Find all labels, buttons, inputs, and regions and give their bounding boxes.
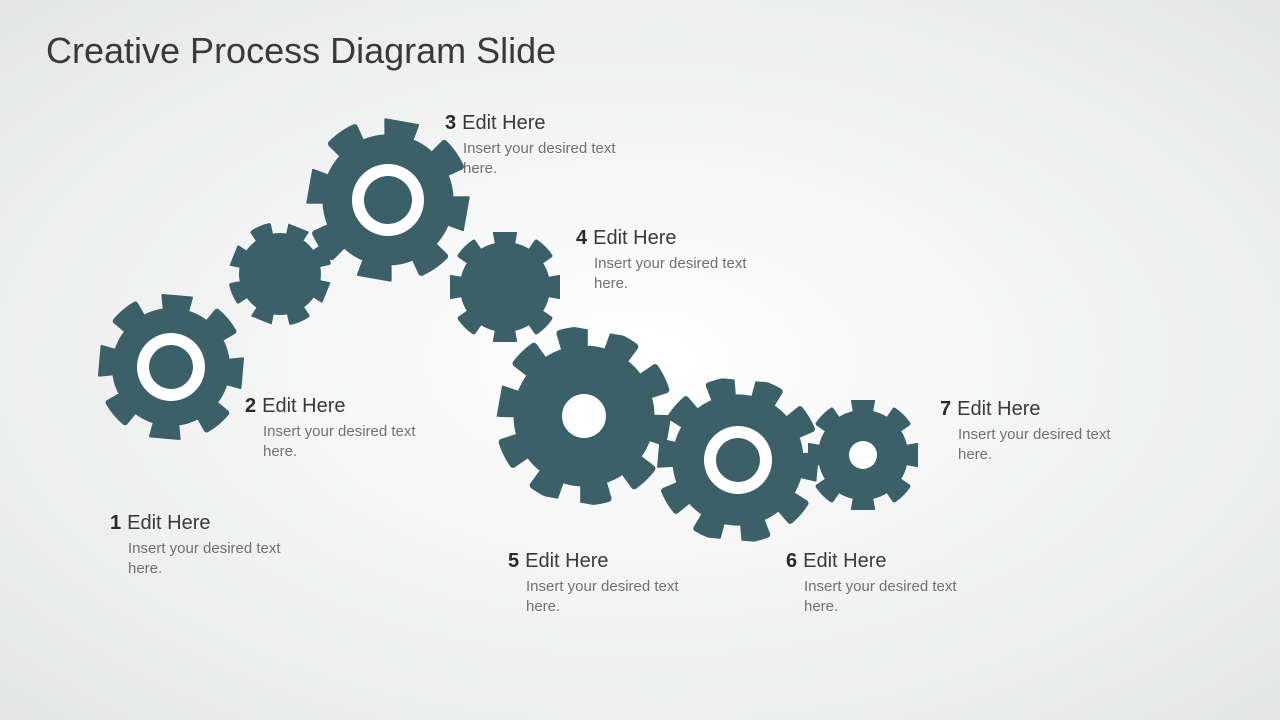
gear-5 [484, 316, 683, 515]
slide-title: Creative Process Diagram Slide [46, 30, 556, 72]
step-title-7: Edit Here [957, 398, 1040, 420]
step-number-1: 1 [110, 512, 121, 535]
step-desc-2: Insert your desired text here. [263, 422, 445, 463]
gear-1 [93, 289, 249, 445]
step-desc-7: Insert your desired text here. [958, 425, 1140, 466]
step-number-7: 7 [940, 398, 951, 421]
step-title-1: Edit Here [127, 512, 210, 534]
step-label-4: 4 Edit Here Insert your desired text here. [576, 227, 776, 295]
step-title-6: Edit Here [803, 550, 886, 572]
step-number-4: 4 [576, 227, 587, 250]
step-number-2: 2 [245, 395, 256, 418]
step-title-2: Edit Here [262, 395, 345, 417]
step-desc-4: Insert your desired text here. [594, 254, 776, 295]
step-desc-5: Insert your desired text here. [526, 577, 708, 618]
step-desc-6: Insert your desired text here. [804, 577, 986, 618]
step-title-4: Edit Here [593, 227, 676, 249]
step-title-5: Edit Here [525, 550, 608, 572]
step-desc-3: Insert your desired text here. [463, 139, 645, 180]
step-number-6: 6 [786, 550, 797, 573]
gear-6 [651, 373, 824, 546]
step-number-3: 3 [445, 112, 456, 135]
step-number-5: 5 [508, 550, 519, 573]
step-label-2: 2 Edit Here Insert your desired text here. [245, 395, 445, 463]
step-label-7: 7 Edit Here Insert your desired text here. [940, 398, 1140, 466]
gear-7 [808, 400, 918, 510]
step-desc-1: Insert your desired text here. [128, 539, 310, 580]
step-label-1: 1 Edit Here Insert your desired text here. [110, 512, 310, 580]
step-title-3: Edit Here [462, 112, 545, 134]
step-label-3: 3 Edit Here Insert your desired text here. [445, 112, 645, 180]
step-label-6: 6 Edit Here Insert your desired text here. [786, 550, 986, 618]
step-label-5: 5 Edit Here Insert your desired text here. [508, 550, 708, 618]
